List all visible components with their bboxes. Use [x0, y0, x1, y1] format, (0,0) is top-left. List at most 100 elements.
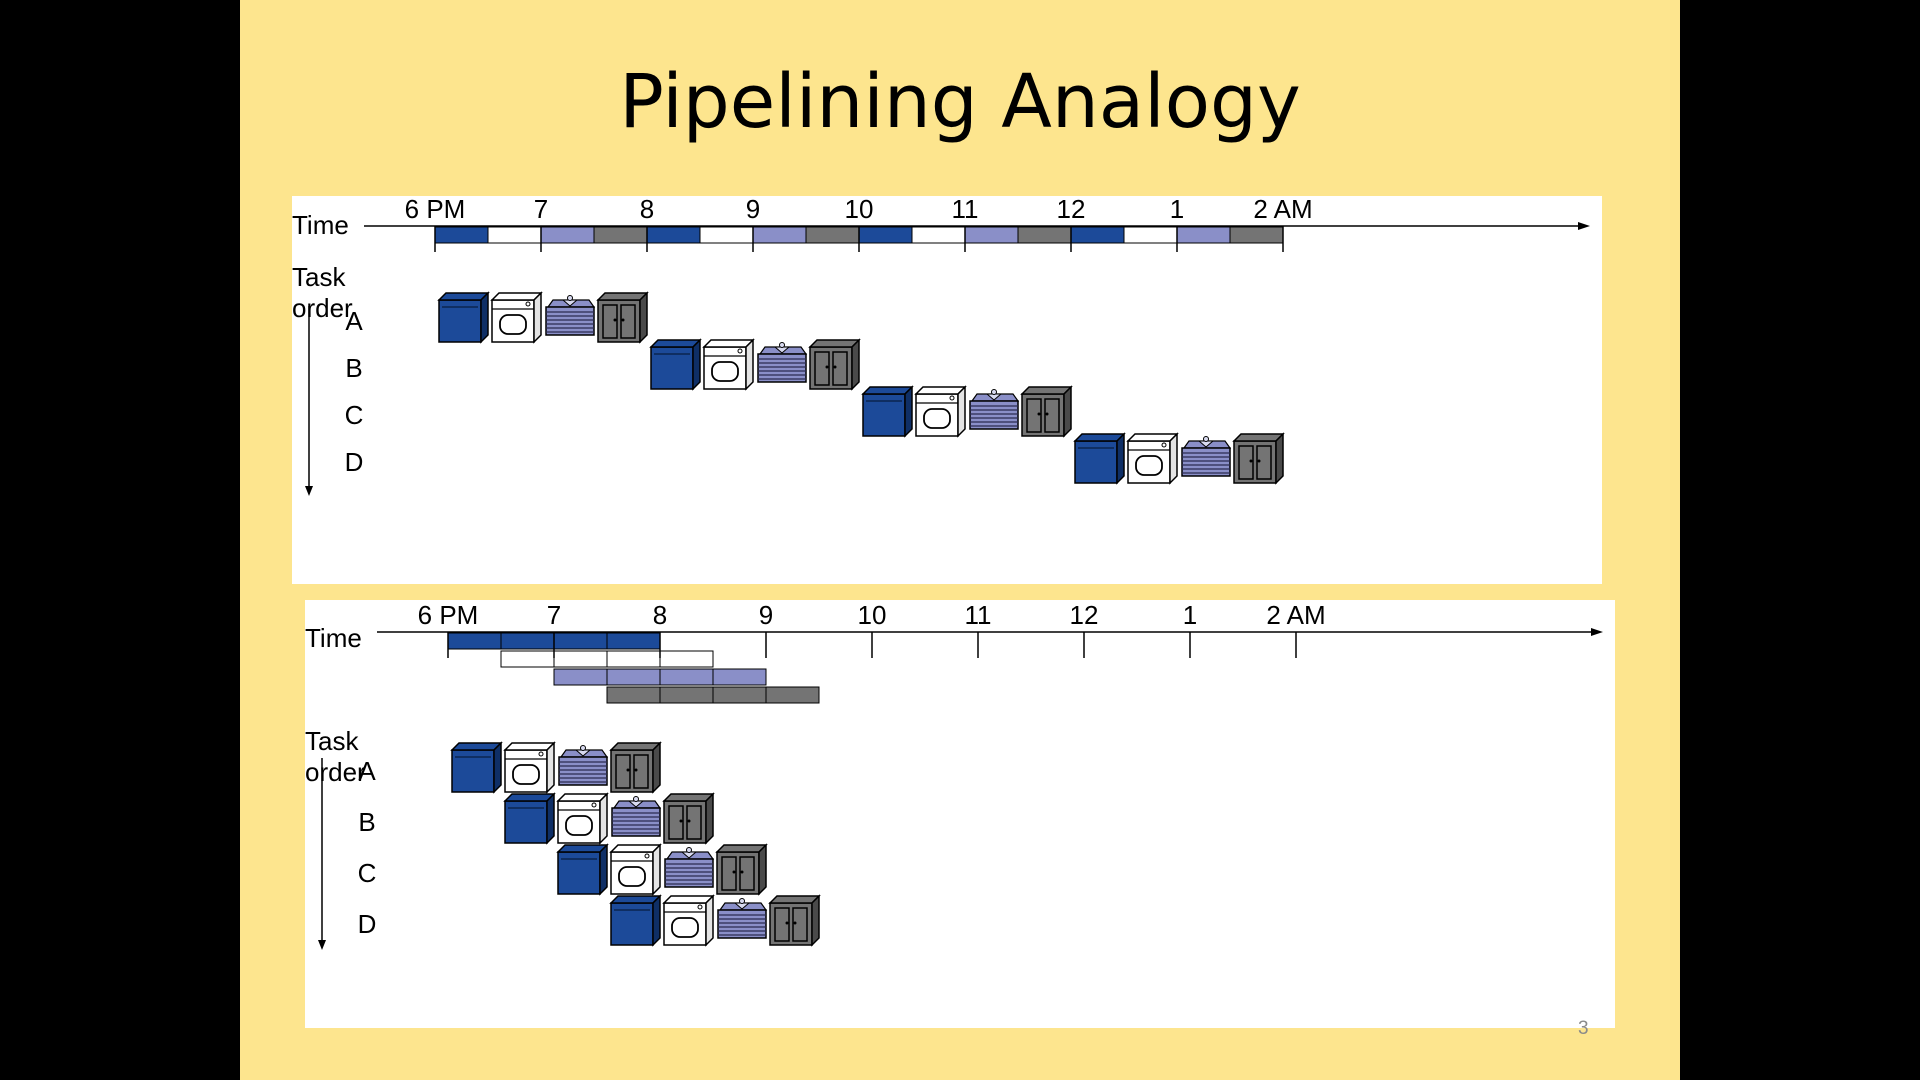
tick-label: 12 [1070, 600, 1099, 630]
stage-bar-dry [659, 650, 714, 668]
stage-bar-dry [500, 650, 555, 668]
task-order-arrowhead [305, 486, 313, 496]
task-order-arrowhead [318, 940, 326, 950]
tick-label: 2 AM [1266, 600, 1325, 630]
closet-icon [715, 843, 768, 896]
task-label: B [345, 353, 362, 383]
tick-label: 11 [965, 600, 992, 630]
washer-icon [649, 338, 702, 391]
folded-clothes-icon [664, 847, 715, 888]
tick-label: 7 [534, 196, 548, 224]
stage-bar-dry [606, 650, 661, 668]
closet-icon [1020, 385, 1073, 438]
task-label: Task [292, 262, 346, 292]
time-axis-arrow [1578, 222, 1590, 230]
stage-bar-dry [1123, 226, 1178, 244]
closet-icon [609, 741, 662, 794]
slide-title: Pipelining Analogy [619, 59, 1301, 145]
stage-bar-wash [434, 226, 489, 244]
sequential-laundry-diagram: Time Task order 6 PM 7 8 9 10 11 12 1 2 AM A B C D [292, 196, 1602, 584]
folded-clothes-icon [1181, 436, 1232, 477]
washer-icon [503, 792, 556, 845]
task-label: Task [305, 726, 359, 756]
folded-clothes-icon [969, 389, 1020, 430]
closet-icon [1232, 432, 1285, 485]
task-label: D [358, 909, 377, 939]
stage-bar-wash [447, 632, 502, 650]
dryer-icon [556, 792, 609, 845]
stage-bar-wash [606, 632, 661, 650]
folded-clothes-icon [545, 295, 596, 336]
task-label: B [358, 807, 375, 837]
tick-label: 2 AM [1253, 196, 1312, 224]
slide: Pipelining Analogy Time Task order 6 PM 7… [240, 0, 1680, 1080]
time-axis-arrow [1591, 628, 1603, 636]
dryer-icon [1126, 432, 1179, 485]
stage-bar-store [593, 226, 648, 244]
order-label: order [305, 757, 366, 787]
stage-bar-fold [964, 226, 1019, 244]
dryer-icon [503, 741, 556, 794]
stage-bar-fold [606, 668, 661, 686]
stage-bar-wash [500, 632, 555, 650]
stage-bar-store [659, 686, 714, 704]
task-label: A [358, 756, 376, 786]
stage-bar-fold [659, 668, 714, 686]
stage-bar-wash [858, 226, 913, 244]
tick-label: 7 [547, 600, 561, 630]
washer-icon [861, 385, 914, 438]
tick-label: 8 [653, 600, 667, 630]
tick-label: 12 [1057, 196, 1086, 224]
washer-icon [450, 741, 503, 794]
tick-label: 6 PM [418, 600, 479, 630]
stage-bar-fold [712, 668, 767, 686]
tick-label: 9 [746, 196, 760, 224]
washer-icon [1073, 432, 1126, 485]
closet-icon [768, 894, 821, 947]
stage-bar-wash [1070, 226, 1125, 244]
tick-label: 11 [952, 196, 979, 224]
folded-clothes-icon [757, 342, 808, 383]
tick-label: 9 [759, 600, 773, 630]
stage-bar-fold [553, 668, 608, 686]
task-label: D [345, 447, 364, 477]
tick-label: 1 [1170, 196, 1184, 224]
dryer-icon [702, 338, 755, 391]
folded-clothes-icon [717, 898, 768, 939]
dryer-icon [490, 291, 543, 344]
stage-bar-wash [553, 632, 608, 650]
stage-bar-fold [1176, 226, 1231, 244]
stage-bar-dry [553, 650, 608, 668]
time-label: Time [292, 210, 349, 240]
closet-icon [596, 291, 649, 344]
stage-bar-dry [699, 226, 754, 244]
stage-bar-store [805, 226, 860, 244]
washer-icon [556, 843, 609, 896]
washer-icon [437, 291, 490, 344]
stage-bar-dry [487, 226, 542, 244]
stage-bar-fold [540, 226, 595, 244]
tick-label: 10 [845, 196, 874, 224]
dryer-icon [662, 894, 715, 947]
stage-bar-store [765, 686, 820, 704]
order-label: order [292, 293, 353, 323]
task-label: A [345, 306, 363, 336]
washer-icon [609, 894, 662, 947]
closet-icon [808, 338, 861, 391]
stage-bar-store [712, 686, 767, 704]
dryer-icon [914, 385, 967, 438]
tick-label: 10 [858, 600, 887, 630]
stage-bar-store [1017, 226, 1072, 244]
task-label: C [345, 400, 364, 430]
stage-bar-dry [911, 226, 966, 244]
stage-bar-store [1229, 226, 1284, 244]
stage-bar-store [606, 686, 661, 704]
tick-label: 8 [640, 196, 654, 224]
slide-number: 3 [1578, 1018, 1589, 1039]
tick-label: 6 PM [405, 196, 466, 224]
stage-bar-wash [646, 226, 701, 244]
stage-bar-fold [752, 226, 807, 244]
tick-label: 1 [1183, 600, 1197, 630]
